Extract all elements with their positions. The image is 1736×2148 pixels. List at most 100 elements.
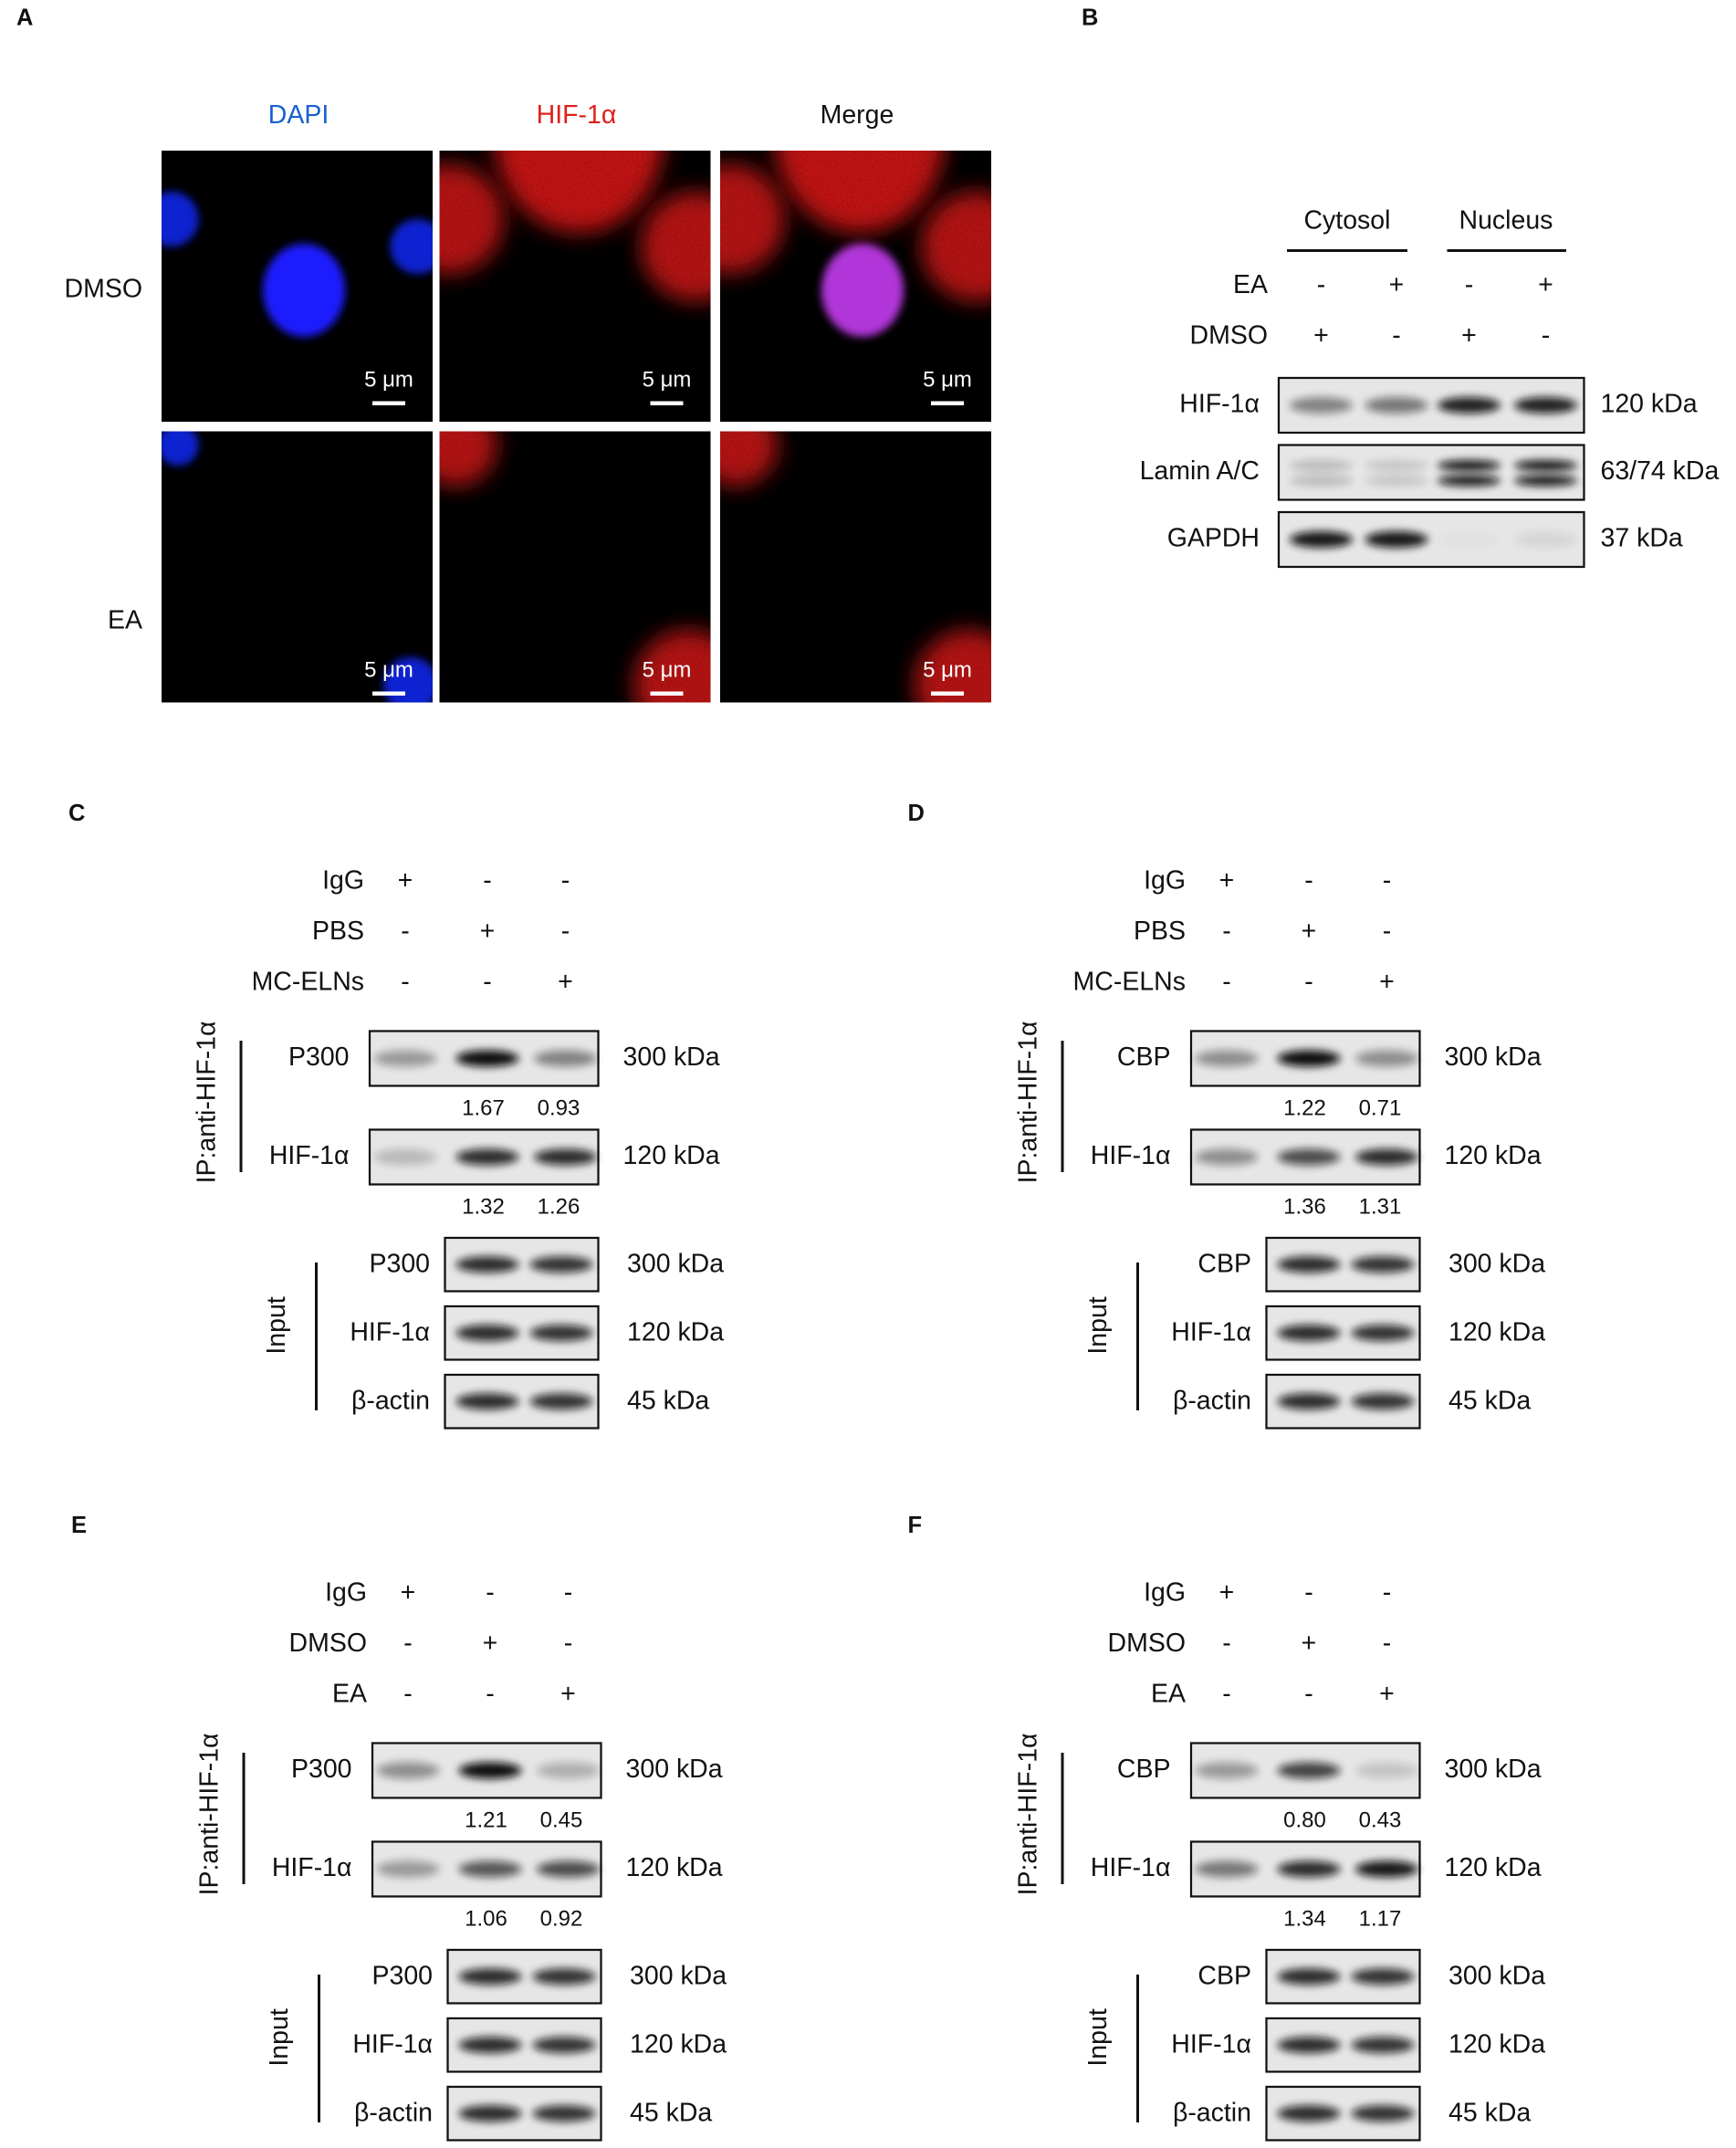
blot-name: P300 [288, 1043, 350, 1072]
band [537, 1762, 601, 1779]
blot-size: 120 kDa [1448, 1318, 1545, 1347]
band [1277, 1860, 1341, 1878]
blot-name: CBP [1197, 1250, 1251, 1279]
image-content [720, 431, 1188, 767]
condition-sign: - [1392, 321, 1401, 351]
input-blot [1265, 2017, 1421, 2073]
ip-blot [368, 1030, 600, 1087]
scale-bar-label: 5 μm [643, 367, 692, 392]
band [1289, 530, 1353, 548]
condition-sign: - [1317, 270, 1326, 299]
input-blot [444, 1305, 600, 1361]
band [455, 1050, 519, 1067]
micrograph [439, 431, 711, 703]
micrograph [439, 150, 711, 422]
band [376, 1860, 440, 1878]
scale-bar [930, 401, 964, 405]
scale-bar-label: 5 μm [364, 657, 413, 682]
condition-sign: - [483, 866, 492, 896]
nucleus [263, 243, 346, 337]
ratio: 1.06 [465, 1906, 507, 1931]
nucleus-edge [383, 656, 434, 703]
condition-sign: + [1379, 968, 1395, 997]
condition-sign: - [486, 1577, 495, 1607]
condition-sign: - [1304, 1577, 1313, 1607]
band [1365, 475, 1428, 487]
band [1513, 396, 1577, 414]
condition-sign: - [1383, 917, 1392, 946]
blot-size: 120 kDa [1444, 1141, 1541, 1170]
condition-sign: - [1304, 866, 1313, 896]
micrograph [720, 431, 1188, 767]
band [1351, 2037, 1415, 2054]
band [1437, 459, 1501, 471]
panel-label: E [71, 1513, 87, 1538]
blot-name: HIF-1α [1171, 1318, 1251, 1347]
ratio: 0.71 [1359, 1095, 1402, 1120]
ip-label: IP:anti-HIF-1α [193, 1022, 222, 1184]
panel-label: D [907, 801, 924, 826]
band [1513, 459, 1577, 471]
band [1277, 1325, 1341, 1342]
blot-name: HIF-1α [269, 1141, 350, 1170]
ratio: 1.31 [1359, 1194, 1402, 1219]
ratio: 1.67 [462, 1095, 505, 1120]
band [1365, 459, 1428, 471]
band [458, 2037, 522, 2054]
blot-size: 63/74 kDa [1600, 456, 1719, 486]
condition-sign: - [564, 1577, 573, 1607]
input-label: Input [262, 1296, 291, 1354]
band [1438, 531, 1501, 548]
band [534, 1050, 598, 1067]
blot-name: β-actin [354, 2098, 433, 2127]
blot-size: 300 kDa [623, 1043, 720, 1072]
blot-size: 45 kDa [627, 1386, 709, 1415]
condition-sign: + [1313, 321, 1329, 351]
condition-label: DMSO [289, 1629, 367, 1658]
ip-label: IP:anti-HIF-1α [195, 1733, 225, 1895]
scale-bar-label: 5 μm [923, 367, 972, 392]
band [529, 1393, 593, 1410]
blot [1277, 510, 1585, 569]
ratio: 0.93 [538, 1095, 580, 1120]
image-background [162, 431, 434, 703]
ratio: 0.43 [1359, 1807, 1402, 1832]
scale-bar-label: 5 μm [364, 367, 413, 392]
condition-sign: - [401, 968, 410, 997]
cell-neighbour [1024, 602, 1188, 767]
image-content [720, 150, 991, 422]
band [1289, 475, 1353, 487]
group-label: Nucleus [1459, 206, 1553, 236]
condition-label: DMSO [1108, 1629, 1186, 1658]
blot-size: 300 kDa [1444, 1043, 1541, 1072]
condition-sign: - [1383, 866, 1392, 896]
blot [1277, 444, 1585, 501]
panel-label: C [68, 801, 85, 826]
condition-sign: - [564, 1629, 573, 1658]
band [1289, 396, 1353, 414]
condition-sign: - [1304, 1679, 1313, 1708]
band [455, 1393, 519, 1410]
condition-sign: - [1222, 1679, 1231, 1708]
blot-size: 300 kDa [627, 1250, 724, 1279]
blot-name: HIF-1α [1171, 2029, 1251, 2059]
band [458, 1762, 522, 1779]
condition-sign: + [560, 1679, 576, 1708]
condition-sign: + [1302, 917, 1317, 946]
input-label: Input [265, 2008, 294, 2066]
blot-name: β-actin [1173, 2098, 1251, 2127]
band [1277, 2037, 1341, 2054]
gutter [162, 421, 991, 432]
condition-label: IgG [322, 866, 364, 896]
condition-sign: + [1461, 321, 1477, 351]
condition-sign: + [1379, 1679, 1395, 1708]
ratio: 1.26 [538, 1194, 580, 1219]
blot-size: 45 kDa [1448, 2098, 1531, 2127]
condition-sign: - [483, 968, 492, 997]
ip-blot [371, 1742, 602, 1799]
band [1354, 1148, 1418, 1166]
condition-label: MC-ELNs [1073, 968, 1186, 997]
panel-label: B [1082, 5, 1098, 31]
